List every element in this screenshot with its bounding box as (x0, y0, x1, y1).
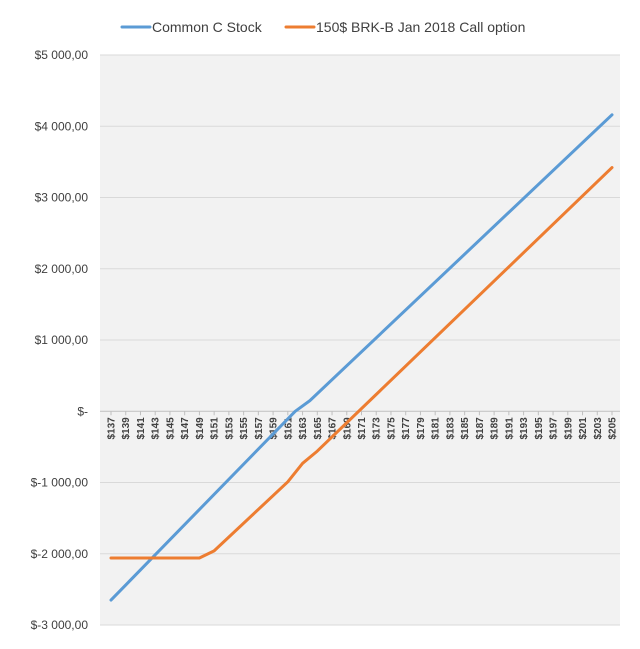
x-tick-label: $193 (519, 417, 530, 440)
series-line-2 (109, 166, 614, 560)
x-tick-label: $205 (608, 417, 619, 440)
x-tick-label: $155 (239, 417, 250, 440)
x-tick-label: $197 (549, 417, 560, 440)
x-tick-label: $185 (460, 417, 471, 440)
y-tick-label: $1 000,00 (35, 333, 89, 347)
x-tick-label: $187 (475, 417, 486, 440)
x-tick-label: $181 (431, 417, 442, 440)
series-line-1 (109, 113, 614, 602)
x-tick-label: $153 (224, 417, 235, 440)
x-tick-label: $191 (504, 417, 515, 440)
x-tick-label: $163 (298, 417, 309, 440)
x-tick-label: $161 (283, 417, 294, 440)
y-tick-label: $2 000,00 (35, 262, 89, 276)
x-tick-label: $137 (107, 417, 118, 440)
x-tick-label: $173 (372, 417, 383, 440)
y-tick-label: $4 000,00 (35, 119, 89, 133)
x-tick-label: $179 (416, 417, 427, 440)
x-axis-ticks: $137 $139 $141 $143 $145 $147 $149 $151 $153 $155… (107, 411, 619, 440)
x-tick-label: $175 (386, 417, 397, 440)
x-tick-label: $143 (151, 417, 162, 440)
y-tick-label: $- (77, 404, 88, 418)
legend: Common C Stock 150$ BRK-B Jan 2018 Call o… (120, 19, 525, 35)
x-tick-label: $145 (165, 417, 176, 440)
y-tick-label: $5 000,00 (35, 48, 89, 62)
y-tick-label: $-2 000,00 (31, 547, 89, 561)
x-tick-label: $203 (593, 417, 604, 440)
legend-label-2: 150$ BRK-B Jan 2018 Call option (316, 19, 525, 35)
x-tick-label: $169 (342, 417, 353, 440)
x-tick-label: $171 (357, 417, 368, 440)
x-tick-label: $195 (534, 417, 545, 440)
y-tick-label: $-3 000,00 (31, 618, 89, 632)
y-axis-ticks: $5 000,00 $4 000,00 $3 000,00 $2 000,00 $1 0… (31, 48, 89, 632)
gridlines (100, 54, 620, 626)
x-tick-label: $199 (563, 417, 574, 440)
x-tick-label: $167 (328, 417, 339, 440)
x-tick-label: $189 (490, 417, 501, 440)
y-tick-label: $3 000,00 (35, 191, 89, 205)
x-tick-label: $147 (180, 417, 191, 440)
x-tick-label: $165 (313, 417, 324, 440)
x-tick-label: $151 (210, 417, 221, 440)
x-tick-label: $139 (121, 417, 132, 440)
x-tick-label: $149 (195, 417, 206, 440)
x-tick-label: $141 (136, 417, 147, 440)
x-tick-label: $157 (254, 417, 265, 440)
series-lines (109, 113, 614, 602)
y-tick-label: $-1 000,00 (31, 476, 89, 490)
x-tick-label: $183 (445, 417, 456, 440)
x-tick-label: $177 (401, 417, 412, 440)
x-tick-label: $201 (578, 417, 589, 440)
legend-label-1: Common C Stock (152, 19, 263, 35)
x-tick-label: $159 (269, 417, 280, 440)
